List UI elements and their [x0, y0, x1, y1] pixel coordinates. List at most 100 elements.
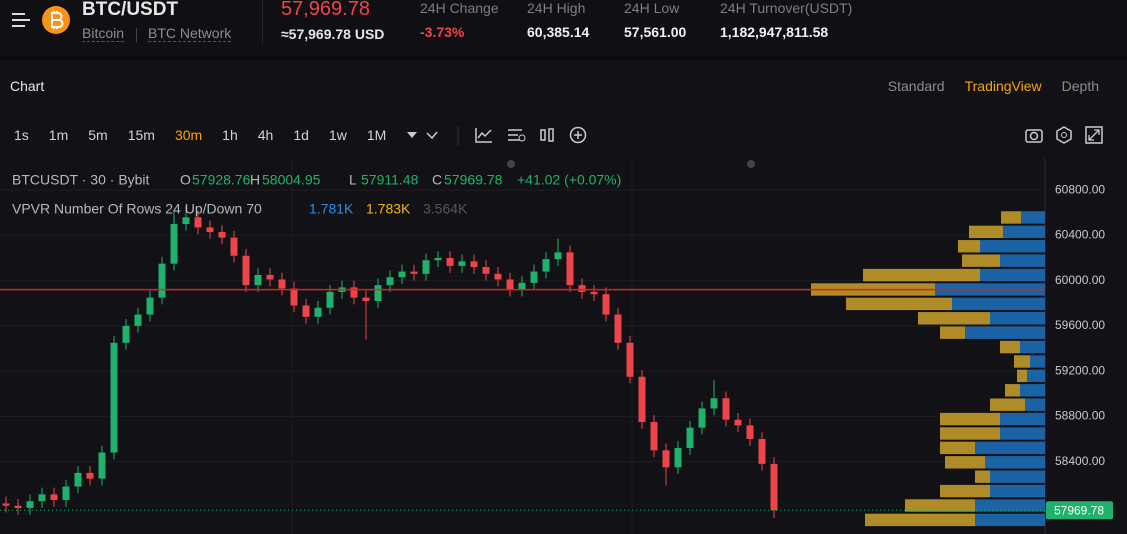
profile-down	[958, 240, 980, 253]
candle-body	[38, 494, 46, 502]
profile-down	[865, 513, 975, 527]
symbol-line: BTCUSDT · 30 · Bybit	[12, 172, 150, 188]
interval-button[interactable]: 30m	[174, 127, 203, 143]
panel-title: Chart	[10, 78, 45, 94]
tool-icons[interactable]	[424, 124, 604, 148]
profile-up	[975, 499, 1045, 512]
candle-body	[110, 342, 118, 453]
settings-icons[interactable]	[1022, 124, 1112, 148]
candle-body	[254, 274, 262, 286]
interval-button[interactable]: 1M	[366, 127, 387, 143]
interval-button[interactable]: 15m	[127, 127, 155, 143]
candle-body	[194, 217, 202, 228]
candle-body	[626, 342, 634, 377]
ohlc-key: H	[250, 172, 260, 188]
candle-body	[686, 427, 694, 449]
candle-body	[722, 398, 730, 420]
interval-button[interactable]: 4h	[257, 127, 274, 143]
profile-down	[975, 470, 990, 483]
candle-body	[86, 472, 94, 479]
profile-down	[1001, 211, 1021, 224]
indicator-name: VPVR Number Of Rows 24 Up/Down 70	[12, 201, 262, 217]
profile-down	[940, 441, 975, 455]
profile-down	[1000, 340, 1020, 354]
profile-up	[1003, 225, 1045, 239]
profile-down	[940, 427, 1000, 440]
candle-body	[158, 263, 166, 298]
candle-body	[458, 261, 466, 266]
menu-icon[interactable]	[10, 10, 32, 30]
candle-body	[134, 314, 142, 326]
candle-body	[602, 294, 610, 315]
candle-body	[242, 255, 250, 286]
stat-label: 24H High	[527, 0, 586, 16]
candle-body	[170, 224, 178, 264]
candle-body	[542, 259, 550, 272]
candle-body	[398, 271, 406, 278]
interval-button[interactable]: 1w	[328, 127, 347, 143]
candle-body	[758, 438, 766, 464]
candle-body	[122, 325, 130, 343]
interval-button[interactable]: 1s	[14, 127, 29, 143]
chart: 58400.00 58800.00 59200.00 59600.00 60000.00…	[0, 158, 1127, 534]
profile-down	[905, 499, 975, 512]
profile-down	[990, 398, 1025, 411]
profile-up	[1027, 369, 1045, 383]
y-tick-label: 60400.00	[1055, 228, 1105, 242]
interval-button[interactable]: 1h	[222, 127, 238, 143]
interval-button[interactable]: 1d	[293, 127, 309, 143]
profile-down	[846, 297, 952, 311]
profile-up	[965, 326, 1045, 339]
candle-body	[482, 267, 490, 274]
profile-up	[1020, 340, 1045, 354]
candle-body	[614, 314, 622, 343]
profile-up	[1030, 355, 1045, 368]
profile-down	[940, 484, 990, 498]
profile-up	[990, 470, 1045, 483]
stat-value: -3.73%	[420, 24, 465, 40]
separator	[136, 28, 137, 42]
candle-body	[374, 285, 382, 301]
profile-down	[969, 225, 1003, 239]
interval-button[interactable]: 5m	[88, 127, 108, 143]
candle-body	[434, 257, 442, 261]
candle-body	[290, 288, 298, 306]
view-tab[interactable]: Standard	[887, 78, 945, 94]
candle-body	[566, 252, 574, 286]
coin-name[interactable]: Bitcoin	[82, 25, 125, 42]
candle-body	[218, 231, 226, 238]
ohlc-value: 57969.78	[444, 172, 503, 188]
view-tab[interactable]: TradingView	[964, 78, 1042, 94]
y-tick-label: 58400.00	[1055, 454, 1105, 468]
profile-down	[1005, 384, 1020, 397]
candle-body	[422, 260, 430, 274]
candle-body	[314, 307, 322, 317]
candle-body	[326, 291, 334, 308]
candle-body	[182, 217, 190, 225]
candle-body	[98, 452, 106, 479]
ohlc-change: +41.02 (+0.07%)	[517, 172, 621, 188]
stat-label: 24H Change	[420, 0, 499, 16]
candle-body	[698, 408, 706, 428]
profile-up	[980, 268, 1045, 282]
candle-body	[590, 291, 598, 295]
ohlc-value: 57911.48	[361, 172, 419, 188]
candle-body	[74, 472, 82, 487]
network[interactable]: BTC Network	[148, 25, 232, 42]
candle-body	[14, 505, 22, 508]
pair: BTC/USDT	[82, 0, 179, 20]
profile-up	[952, 297, 1045, 311]
profile-up	[990, 484, 1045, 498]
indicator-up: 1.781K	[309, 201, 354, 217]
profile-up	[1000, 412, 1045, 426]
profile-up	[975, 441, 1045, 455]
interval-menu[interactable]	[406, 127, 418, 143]
candle-body	[362, 297, 370, 301]
candle-body	[350, 287, 358, 298]
candle-body	[26, 501, 34, 508]
profile-up	[985, 456, 1045, 469]
last-price-label: 57969.78	[1054, 503, 1104, 517]
interval-button[interactable]: 1m	[48, 127, 69, 143]
view-tab[interactable]: Depth	[1061, 78, 1099, 94]
